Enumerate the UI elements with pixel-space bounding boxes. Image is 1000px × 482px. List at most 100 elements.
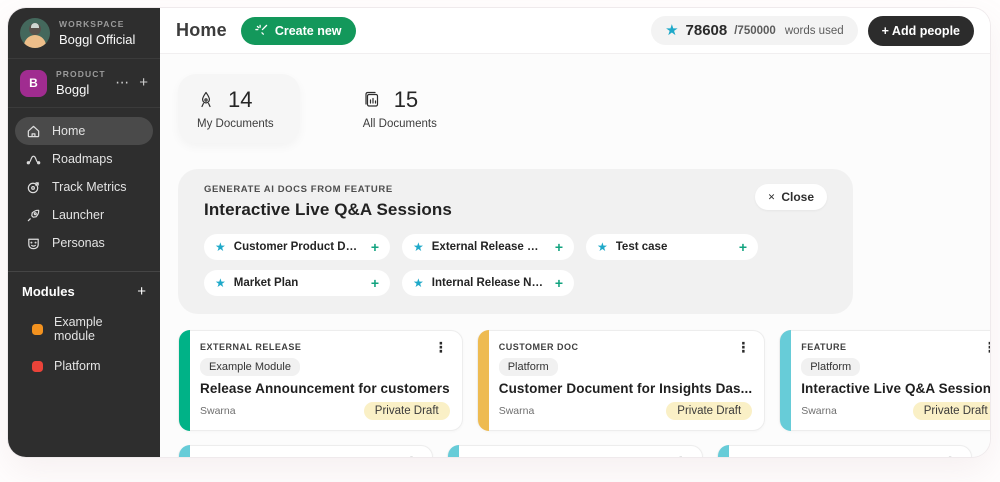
kebab-menu-icon[interactable]: ⋮ <box>982 339 990 355</box>
documents-icon <box>365 91 378 107</box>
card-author: Swarna <box>801 405 837 417</box>
close-button[interactable]: ✕ Close <box>754 184 827 210</box>
magic-wand-icon <box>255 24 268 35</box>
add-product-icon[interactable]: + <box>139 74 148 91</box>
card-title: Release Announcement for customers <box>200 381 450 396</box>
star-icon: ★ <box>215 276 226 290</box>
words-suffix: words used <box>784 24 844 37</box>
plus-icon[interactable]: + <box>554 239 563 255</box>
content: 14 My Documents 15 All Documents GENERAT… <box>160 54 990 457</box>
star-icon: ★ <box>413 240 424 254</box>
modules-section: Modules + Example module Platform <box>8 272 160 385</box>
module-item-example[interactable]: Example module <box>22 315 146 343</box>
sidebar-item-roadmaps[interactable]: Roadmaps <box>15 145 153 173</box>
document-cards: EXTERNAL RELEASE ⋮ Example Module Releas… <box>178 330 990 431</box>
document-card[interactable]: EXTERNAL RELEASE ⋮ Example Module Releas… <box>178 330 463 431</box>
module-color-icon <box>32 323 43 335</box>
ai-panel-title: Interactive Live Q&A Sessions <box>204 200 452 219</box>
doc-type-chips: ★ Customer Product Document + ★ External… <box>204 234 827 296</box>
status-badge: Private Draft <box>666 402 753 420</box>
plus-icon[interactable]: + <box>554 275 563 291</box>
card-module-tag: Example Module <box>200 358 300 376</box>
topbar: Home Create new ★ 78608 /750000 words us… <box>160 8 990 54</box>
module-label: Platform <box>54 359 101 373</box>
page-title: Home <box>176 20 227 40</box>
sidebar-item-home[interactable]: Home <box>15 117 153 145</box>
stat-label: All Documents <box>362 118 437 130</box>
card-accent-bar <box>179 330 190 431</box>
home-icon <box>27 125 40 137</box>
stat-my-documents[interactable]: 14 My Documents <box>178 74 300 143</box>
workspace-avatar <box>20 18 50 48</box>
stat-label: My Documents <box>197 118 274 130</box>
plus-icon[interactable]: + <box>370 239 379 255</box>
persona-mask-icon <box>28 238 39 249</box>
status-badge: Private Draft <box>912 402 990 420</box>
kebab-menu-icon[interactable]: ⋮ <box>672 455 690 457</box>
plus-icon[interactable]: + <box>370 275 379 291</box>
document-card[interactable]: ROADMAP ⋮ <box>178 445 434 457</box>
document-card[interactable]: FEATURE ⋮ Platform Interactive Live Q&A … <box>779 330 990 431</box>
stat-value: 15 <box>393 87 419 112</box>
card-accent-bar <box>477 330 489 431</box>
sidebar-item-label: Roadmaps <box>52 152 113 166</box>
card-author: Swarna <box>498 405 535 417</box>
star-icon: ★ <box>665 22 679 39</box>
kebab-menu-icon[interactable]: ⋮ <box>736 339 751 355</box>
workspace-name: Boggl Official <box>59 32 136 47</box>
module-item-platform[interactable]: Platform <box>22 359 146 373</box>
card-type: EXTERNAL RELEASE <box>200 342 302 352</box>
roadmap-icon <box>26 155 41 164</box>
chip-internal-release-notes[interactable]: ★ Internal Release Notes + <box>402 270 574 296</box>
chip-customer-product-document[interactable]: ★ Customer Product Document + <box>204 234 390 260</box>
add-module-icon[interactable]: + <box>137 282 146 300</box>
document-card[interactable]: CUSTOMER DOC ⋮ Platform Customer Documen… <box>476 330 766 431</box>
sidebar-item-label: Launcher <box>52 208 105 222</box>
sidebar-item-launcher[interactable]: Launcher <box>15 201 153 229</box>
card-type: ROADMAP <box>739 455 789 457</box>
card-accent-bar <box>717 445 729 457</box>
product-name: Boggl <box>56 82 90 97</box>
kebab-menu-icon[interactable]: ⋮ <box>941 455 959 457</box>
kebab-menu-icon[interactable]: ⋮ <box>402 455 420 457</box>
plus-icon[interactable]: + <box>738 239 747 255</box>
kebab-menu-icon[interactable]: ⋮ <box>433 339 448 355</box>
stat-all-documents[interactable]: 15 All Documents <box>344 74 463 143</box>
card-type: ROADMAP <box>200 455 250 457</box>
words-total: /750000 <box>734 24 776 37</box>
add-people-button[interactable]: + Add people <box>867 15 974 46</box>
product-menu-icon[interactable]: ⋯ <box>115 74 131 90</box>
card-module-tag: Platform <box>498 358 558 376</box>
card-title: Customer Document for Insights Das... <box>498 381 753 396</box>
document-card[interactable]: ROADMAP ⋮ <box>716 445 972 457</box>
workspace-switcher[interactable]: WORKSPACE Boggl Official <box>8 8 160 59</box>
sidebar-item-label: Personas <box>52 236 105 250</box>
product-switcher[interactable]: B PRODUCT Boggl ⋯ + <box>8 59 160 108</box>
modules-title: Modules <box>22 284 75 299</box>
chip-external-release-notes[interactable]: ★ External Release Notes + <box>402 234 574 260</box>
sidebar: WORKSPACE Boggl Official B PRODUCT Boggl… <box>8 8 160 457</box>
card-type: FEATURE <box>469 455 514 457</box>
sidebar-item-personas[interactable]: Personas <box>15 229 153 257</box>
document-card[interactable]: FEATURE ⋮ <box>447 445 703 457</box>
card-accent-bar <box>780 330 792 431</box>
module-color-icon <box>32 360 43 372</box>
star-icon: ★ <box>597 240 608 254</box>
card-type: FEATURE <box>801 342 847 352</box>
pen-nib-icon <box>201 91 211 108</box>
stat-value: 14 <box>228 87 253 112</box>
workspace-label: WORKSPACE <box>59 19 125 29</box>
main-area: Home Create new ★ 78608 /750000 words us… <box>160 8 990 457</box>
card-title: Interactive Live Q&A Sessions <box>801 381 990 396</box>
app-window: WORKSPACE Boggl Official B PRODUCT Boggl… <box>8 8 990 457</box>
create-new-button[interactable]: Create new <box>240 16 356 45</box>
card-type: CUSTOMER DOC <box>498 342 579 352</box>
sidebar-item-track-metrics[interactable]: Track Metrics <box>15 173 153 201</box>
target-icon <box>27 181 39 193</box>
generate-ai-docs-panel: GENERATE AI DOCS FROM FEATURE Interactiv… <box>178 169 853 314</box>
module-label: Example module <box>54 315 103 343</box>
star-icon: ★ <box>215 240 226 254</box>
card-accent-bar <box>448 445 460 457</box>
chip-test-case[interactable]: ★ Test case + <box>586 234 758 260</box>
chip-market-plan[interactable]: ★ Market Plan + <box>204 270 390 296</box>
